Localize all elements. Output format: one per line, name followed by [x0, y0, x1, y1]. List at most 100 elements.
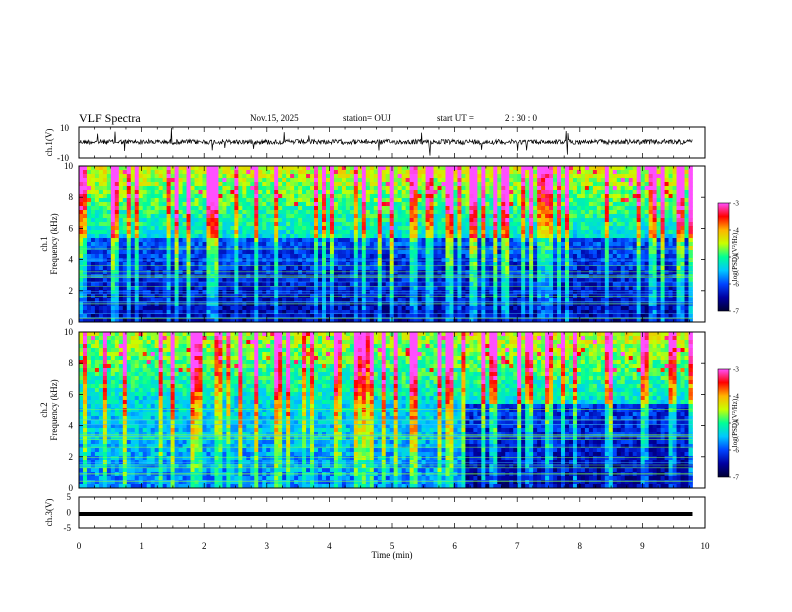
- spectrogram-cell: [114, 314, 120, 319]
- spectrogram-cell: [489, 282, 494, 287]
- spectrogram-cell: [134, 166, 140, 171]
- spectrogram-cell: [433, 278, 438, 283]
- spectrogram-cell: [318, 298, 323, 303]
- spectrogram-cell: [361, 182, 367, 187]
- spectrogram-cell: [158, 318, 164, 323]
- spectrogram-cell: [397, 198, 403, 203]
- spectrogram-cell: [234, 174, 239, 179]
- spectrogram-cell: [182, 230, 187, 235]
- spectrogram-cell: [178, 182, 183, 187]
- spectrogram-cell: [325, 182, 331, 187]
- spectrogram-cell: [525, 290, 530, 295]
- spectrogram-cell: [445, 190, 450, 195]
- spectrogram-cell: [469, 182, 474, 187]
- spectrogram-cell: [298, 306, 303, 311]
- spectrogram-cell: [79, 290, 84, 295]
- spectrogram-cell: [333, 202, 339, 207]
- spectrogram-cell: [306, 306, 311, 311]
- spectrogram-cell: [377, 266, 383, 271]
- spectrogram-cell: [162, 290, 168, 295]
- spectrogram-cell: [369, 210, 375, 215]
- spectrogram-cell: [262, 238, 267, 243]
- spectrogram-cell: [445, 266, 450, 271]
- spectrogram-cell: [126, 310, 132, 315]
- spectrogram-cell: [465, 318, 470, 323]
- spectrogram-cell: [82, 274, 88, 279]
- spectrogram-cell: [421, 166, 426, 171]
- spectrogram-cell: [218, 178, 223, 183]
- spectrogram-cell: [401, 182, 407, 187]
- spectrogram-cell: [341, 190, 347, 195]
- spectrogram-cell: [230, 298, 235, 303]
- spectrogram-cell: [429, 278, 434, 283]
- spectrogram-cell: [82, 262, 88, 267]
- spectrogram-cell: [377, 314, 383, 319]
- spectrogram-cell: [481, 274, 486, 279]
- spectrogram-cell: [194, 210, 199, 215]
- spectrogram-cell: [361, 214, 367, 219]
- spectrogram-cell: [557, 254, 562, 259]
- spectrogram-cell: [246, 238, 251, 243]
- spectrogram-cell: [561, 302, 566, 307]
- spectrogram-cell: [453, 170, 458, 175]
- spectrogram-cell: [306, 318, 311, 323]
- spectrogram-cell: [385, 266, 391, 271]
- spectrogram-cell: [210, 246, 215, 251]
- spectrogram-cell: [286, 314, 291, 319]
- spectrogram-cell: [545, 306, 550, 311]
- spectrogram-cell: [568, 290, 574, 295]
- spectrogram-cell: [158, 266, 164, 271]
- spectrogram-cell: [118, 238, 124, 243]
- spectrogram-cell: [226, 246, 231, 251]
- spectrogram-cell: [389, 234, 395, 239]
- spectrogram-cell: [178, 202, 183, 207]
- spectrogram-cell: [373, 238, 379, 243]
- spectrogram-cell: [110, 286, 116, 291]
- spectrogram-cell: [238, 278, 243, 283]
- spectrogram-cell: [489, 278, 494, 283]
- spectrogram-cell: [170, 278, 175, 283]
- spectrogram-cell: [234, 210, 239, 215]
- spectrogram-cell: [246, 246, 251, 251]
- spectrogram-cell: [369, 166, 375, 171]
- spectrogram-cell: [369, 262, 375, 267]
- spectrogram-cell: [158, 230, 164, 235]
- spectrogram-cell: [194, 310, 199, 315]
- spectrogram-cell: [469, 206, 474, 211]
- spectrogram-cell: [425, 270, 430, 275]
- spectrogram-cell: [86, 266, 92, 271]
- spectrogram-cell: [481, 202, 486, 207]
- spectrogram-cell: [130, 282, 136, 287]
- spectrogram-cell: [118, 198, 124, 203]
- spectrogram-cell: [222, 202, 227, 207]
- spectrogram-cell: [318, 238, 323, 243]
- spectrogram-cell: [198, 226, 203, 231]
- spectrogram-cell: [302, 282, 307, 287]
- spectrogram-cell: [361, 210, 367, 215]
- spectrogram-cell: [553, 238, 558, 243]
- spectrogram-cell: [421, 234, 426, 239]
- spectrogram-cell: [365, 306, 371, 311]
- spectrogram-cell: [397, 170, 403, 175]
- spectrogram-cell: [537, 234, 542, 239]
- spectrogram-cell: [178, 194, 183, 199]
- spectrogram-cell: [166, 278, 172, 283]
- spectrogram-cell: [130, 266, 136, 271]
- spectrogram-cell: [294, 302, 299, 307]
- spectrogram-cell: [465, 178, 470, 183]
- spectrogram-cell: [278, 174, 283, 179]
- spectrogram-cell: [557, 290, 562, 295]
- spectrogram-cell: [493, 298, 498, 303]
- spectrogram-cell: [421, 250, 426, 255]
- spectrogram-cell: [274, 310, 279, 315]
- spectrogram-cell: [138, 198, 144, 203]
- spectrogram-cell: [262, 306, 267, 311]
- spectrogram-cell: [477, 298, 482, 303]
- spectrogram-cell: [433, 166, 438, 171]
- spectrogram-cell: [302, 294, 307, 299]
- spectrogram-cell: [525, 278, 530, 283]
- spectrogram-cell: [453, 286, 458, 291]
- spectrogram-cell: [90, 222, 96, 227]
- spectrogram-cell: [186, 214, 191, 219]
